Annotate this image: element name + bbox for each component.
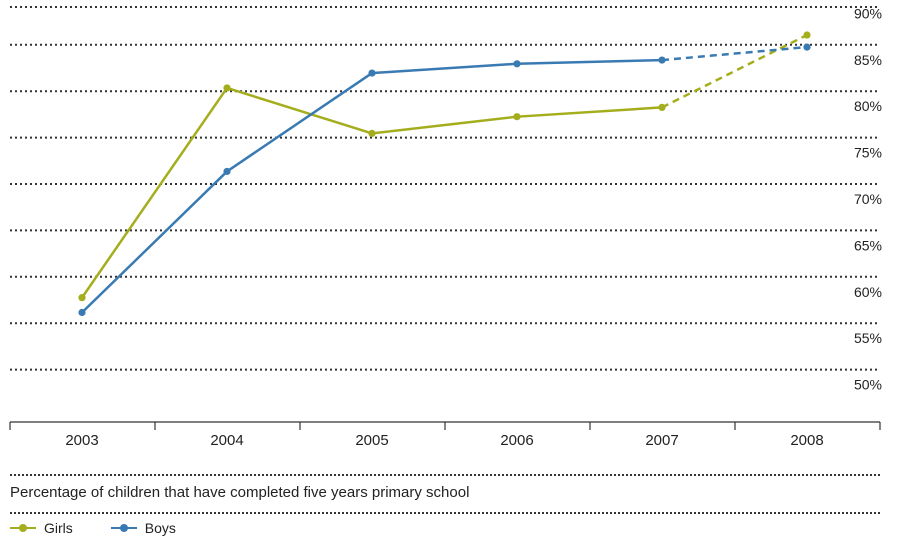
point-girls xyxy=(368,129,376,137)
caption-bottom-rule xyxy=(10,512,880,514)
legend-swatch-boys xyxy=(110,523,137,533)
point-girls xyxy=(513,113,521,121)
series-girls xyxy=(78,31,811,302)
legend: Girls Boys xyxy=(10,519,214,537)
grid-lines xyxy=(10,6,880,371)
y-tick-label: 85% xyxy=(854,52,882,68)
legend-swatch-girls xyxy=(10,523,36,533)
x-tick-label: 2003 xyxy=(65,432,98,449)
y-tick-label: 75% xyxy=(854,145,882,161)
series-girls-segment xyxy=(516,106,663,118)
y-tick-label: 60% xyxy=(854,284,882,300)
legend-label-boys: Boys xyxy=(144,520,176,536)
y-tick-label: 50% xyxy=(854,377,882,393)
point-girls xyxy=(803,31,811,39)
series-boys-segment xyxy=(81,170,228,314)
x-tick-label: 2004 xyxy=(210,432,243,449)
caption-top-rule xyxy=(10,474,880,476)
x-tick-label: 2005 xyxy=(355,432,388,449)
legend-item-girls: Girls xyxy=(10,520,73,536)
line-chart: 90% 85% 80% 75% 70% 65% 60% 55% 50% 2003 2004 2005… xyxy=(9,5,882,449)
y-tick-label: 65% xyxy=(854,237,882,253)
point-boys xyxy=(78,308,86,317)
series-girls-segment xyxy=(226,86,373,135)
point-girls xyxy=(658,103,666,112)
point-boys xyxy=(513,60,521,68)
y-axis-ticks: 90% 85% 80% 75% 70% 65% 60% 55% 50% xyxy=(854,5,882,392)
chart-caption: Percentage of children that have complet… xyxy=(10,484,470,501)
series-boys xyxy=(78,43,811,317)
point-boys xyxy=(368,69,376,77)
y-tick-label: 70% xyxy=(854,191,882,207)
series-girls-segment xyxy=(80,87,229,299)
point-girls xyxy=(78,294,86,302)
x-axis: 2003 2004 2005 2006 2007 2008 xyxy=(9,421,881,449)
point-boys xyxy=(223,167,231,176)
x-tick-label: 2008 xyxy=(790,432,823,449)
series-boys-projection xyxy=(661,45,808,62)
point-boys xyxy=(803,43,811,51)
series-layer xyxy=(78,31,811,317)
series-boys-segment xyxy=(516,58,663,66)
legend-item-boys: Boys xyxy=(110,520,176,536)
series-boys-segment xyxy=(226,72,373,173)
series-girls-projection xyxy=(661,33,808,109)
y-tick-label: 90% xyxy=(854,5,882,21)
y-tick-label: 55% xyxy=(854,330,882,346)
series-girls-segment xyxy=(371,115,518,135)
point-boys xyxy=(658,56,666,64)
point-girls xyxy=(223,84,231,92)
x-tick-label: 2006 xyxy=(500,432,533,449)
series-boys-segment xyxy=(371,62,518,75)
y-tick-label: 80% xyxy=(854,98,882,114)
legend-label-girls: Girls xyxy=(44,520,73,536)
x-tick-label: 2007 xyxy=(645,432,678,449)
